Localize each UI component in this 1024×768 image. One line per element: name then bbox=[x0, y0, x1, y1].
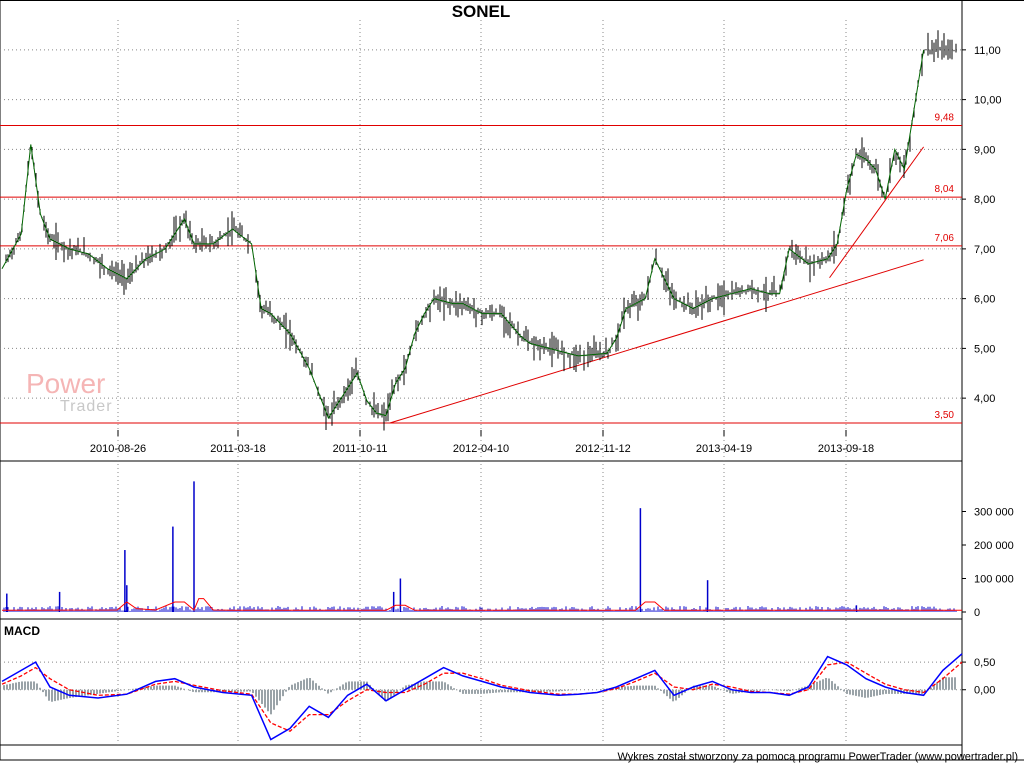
price-bars bbox=[5, 30, 957, 431]
logo-power-text: Power bbox=[26, 368, 106, 399]
volume-tick-label: 0 bbox=[974, 607, 980, 619]
volume-tick-label: 200 000 bbox=[974, 540, 1014, 552]
logo-trader-text: Trader bbox=[60, 398, 113, 415]
volume-tick-label: 100 000 bbox=[974, 574, 1014, 586]
price-tick-label: 9,00 bbox=[974, 144, 995, 156]
date-tick-label: 2010-08-26 bbox=[90, 443, 146, 455]
date-tick-label: 2011-10-11 bbox=[333, 443, 388, 455]
price-tick-label: 10,00 bbox=[974, 95, 1002, 107]
date-tick-label: 2012-11-12 bbox=[575, 443, 630, 455]
price-tick-label: 7,00 bbox=[974, 244, 995, 256]
footer-credit: Wykres został stworzony za pomocą progra… bbox=[617, 751, 1018, 763]
price-tick-label: 5,00 bbox=[974, 343, 995, 355]
price-tick-label: 4,00 bbox=[974, 393, 995, 405]
trendline bbox=[389, 259, 924, 424]
macd-signal-line bbox=[1, 661, 963, 732]
level-label: 7,06 bbox=[935, 233, 955, 244]
price-tick-label: 11,00 bbox=[974, 45, 1001, 57]
level-label: 9,48 bbox=[935, 112, 955, 123]
chart-title: SONEL bbox=[451, 2, 511, 21]
date-tick-label: 2013-09-18 bbox=[818, 443, 874, 455]
macd-panel-label: MACD bbox=[4, 624, 40, 638]
level-label: 8,04 bbox=[935, 184, 955, 195]
volume-average-line bbox=[1, 598, 962, 611]
macd-histogram bbox=[3, 677, 956, 715]
date-tick-label: 2012-04-10 bbox=[453, 443, 509, 455]
trendline bbox=[829, 146, 925, 279]
price-close-line bbox=[1, 49, 925, 420]
level-label: 3,50 bbox=[935, 410, 955, 421]
price-tick-label: 8,00 bbox=[974, 194, 995, 206]
macd-tick-label: 0,50 bbox=[974, 657, 995, 669]
macd-tick-label: 0,00 bbox=[974, 685, 995, 697]
macd-line bbox=[1, 653, 963, 741]
date-tick-label: 2013-04-19 bbox=[696, 443, 752, 455]
price-tick-label: 6,00 bbox=[974, 294, 995, 306]
date-tick-label: 2011-03-18 bbox=[210, 443, 265, 455]
powertrader-logo: Power Trader bbox=[24, 368, 174, 428]
volume-tick-label: 300 000 bbox=[974, 507, 1014, 519]
